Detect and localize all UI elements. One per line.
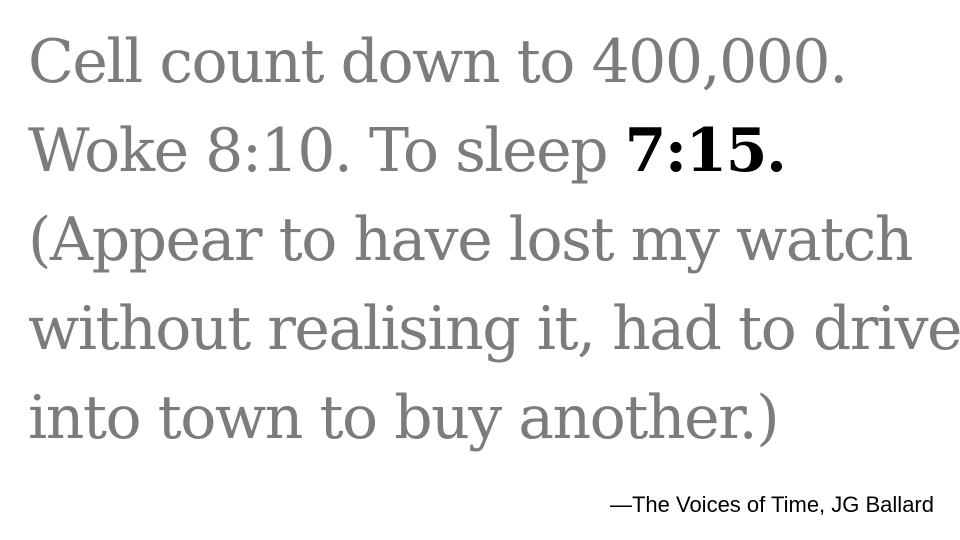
quote-attribution: —The Voices of Time, JG Ballard bbox=[609, 492, 934, 517]
quote-line-2-prefix: Woke 8:10. To sleep bbox=[28, 116, 625, 186]
highlighted-time: 7:15. bbox=[624, 116, 787, 186]
quote-line-5: into town to buy another.) bbox=[28, 383, 780, 453]
quote-text: Cell count down to 400,000. Woke 8:10. T… bbox=[28, 18, 960, 463]
quote-line-3: (Appear to have lost my watch bbox=[28, 205, 913, 275]
quote-line-1: Cell count down to 400,000. bbox=[28, 27, 848, 97]
quote-line-2: Woke 8:10. To sleep 7:15. bbox=[28, 107, 948, 196]
quote-line-4: without realising it, had to drive bbox=[28, 294, 960, 364]
